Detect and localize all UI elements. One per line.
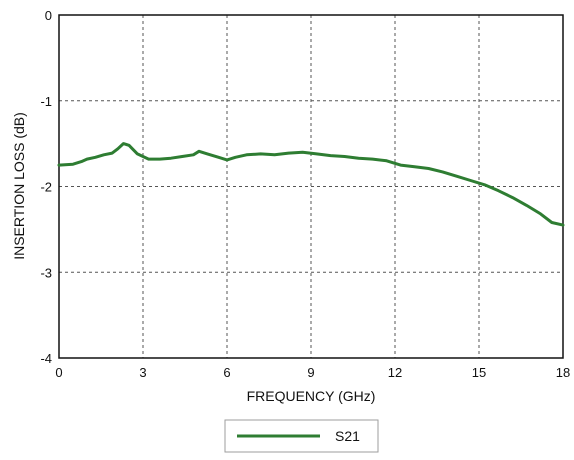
x-tick-label: 9 (307, 365, 314, 380)
x-tick-label: 15 (472, 365, 486, 380)
y-axis-label: INSERTION LOSS (dB) (11, 112, 27, 260)
x-tick-label: 18 (556, 365, 570, 380)
x-tick-label: 12 (388, 365, 402, 380)
legend-label-s21: S21 (335, 428, 360, 444)
plot-frame (58, 14, 564, 359)
y-tick-label: -4 (40, 351, 52, 366)
x-tick-label: 0 (55, 365, 62, 380)
x-tick-label: 3 (139, 365, 146, 380)
legend: S21 (224, 419, 379, 453)
grid-lines (59, 15, 563, 358)
series-line-s21 (57, 142, 565, 227)
series-layer (57, 142, 565, 227)
y-tick-label: -3 (40, 265, 52, 280)
x-axis-label: FREQUENCY (GHz) (247, 388, 376, 404)
y-tick-label: -2 (40, 180, 52, 195)
y-tick-label: 0 (45, 8, 52, 23)
tick-labels: 0 3 6 9 12 15 18 0 -1 -2 -3 -4 (40, 8, 570, 380)
x-tick-label: 6 (223, 365, 230, 380)
y-tick-label: -1 (40, 94, 52, 109)
